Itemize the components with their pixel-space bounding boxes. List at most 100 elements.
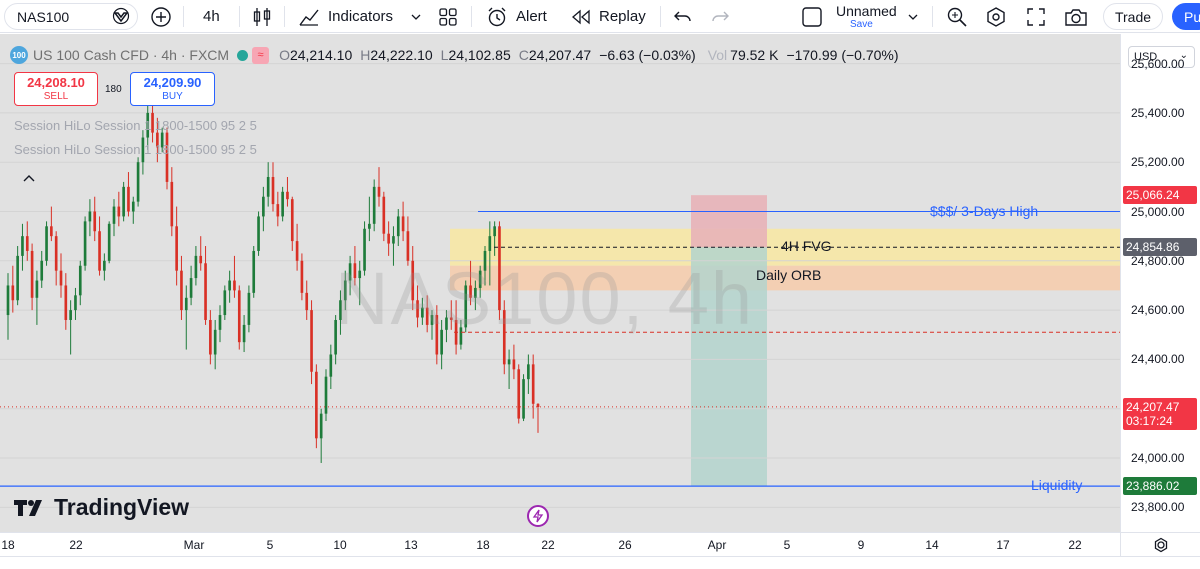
candle-body xyxy=(478,270,482,288)
candle-body xyxy=(136,162,140,202)
liquidity-label[interactable]: Liquidity xyxy=(1031,477,1083,494)
bottom-panel-edge xyxy=(0,556,1200,569)
candle xyxy=(469,260,472,306)
currency-selector[interactable]: USD ⌄ xyxy=(1128,46,1195,68)
candles-icon[interactable] xyxy=(252,0,272,33)
candle xyxy=(353,246,357,286)
candle-body xyxy=(175,226,178,271)
candle xyxy=(517,364,521,424)
legend-low: 24,102.85 xyxy=(448,47,511,63)
candle-body xyxy=(98,231,101,271)
layout-checkbox-icon[interactable] xyxy=(801,0,823,33)
chart-pane[interactable]: NAS100, 4h 100 US 100 Cash CFD · 4h · FX… xyxy=(0,34,1120,532)
candle-body xyxy=(502,310,506,365)
settings-icon[interactable] xyxy=(985,0,1007,33)
candle-body xyxy=(131,201,135,212)
indicators-icon xyxy=(298,7,320,27)
indicator-legend-1[interactable]: Session HiLo Session 1 1800-1500 95 2 5 xyxy=(14,118,257,133)
candle xyxy=(531,354,535,419)
candle-body xyxy=(507,359,511,365)
collapse-legend-icon[interactable] xyxy=(22,170,36,188)
candle xyxy=(406,216,410,266)
publish-button[interactable]: Pu xyxy=(1172,3,1200,30)
sell-button[interactable]: 24,208.10 SELL xyxy=(14,72,98,106)
indicators-dropdown-icon[interactable] xyxy=(410,0,422,33)
candle xyxy=(512,344,516,380)
candle-body xyxy=(474,287,477,298)
time-tick: 18 xyxy=(476,538,490,552)
toolbar-divider xyxy=(660,6,661,27)
symbol-logo: 100 xyxy=(10,46,28,64)
symbol-search[interactable]: NAS100 xyxy=(4,3,138,30)
candle xyxy=(98,216,101,276)
redo-icon[interactable] xyxy=(710,0,730,33)
candle-body xyxy=(281,191,284,217)
templates-icon[interactable] xyxy=(438,0,458,33)
candle-body xyxy=(493,226,496,237)
candle-body xyxy=(445,317,448,330)
candle-body xyxy=(536,403,540,408)
time-tick: 22 xyxy=(541,538,555,552)
legend-low-key: L xyxy=(440,47,449,63)
candle xyxy=(78,260,82,306)
candle xyxy=(271,162,275,212)
lightning-icon[interactable] xyxy=(527,505,549,527)
candle-body xyxy=(199,255,203,264)
undo-icon[interactable] xyxy=(673,0,693,33)
price-axis[interactable]: USD ⌄ 25,600.00 25,400.00 25,200.00 25,000.… xyxy=(1120,34,1200,532)
time-axis[interactable]: 18 22 Mar 5 10 13 18 22 26 Apr 5 9 14 17 22 xyxy=(0,532,1120,556)
alert-button[interactable]: Alert xyxy=(486,0,547,33)
legend-close-key: C xyxy=(518,47,529,63)
indicators-button[interactable]: Indicators xyxy=(298,0,393,33)
candle-body xyxy=(522,379,525,419)
buy-button[interactable]: 24,209.90 BUY xyxy=(130,72,215,106)
interval-button[interactable]: 4h xyxy=(203,0,220,33)
price-chart[interactable] xyxy=(0,34,1120,532)
candle xyxy=(218,305,222,343)
candle xyxy=(204,246,207,325)
candle xyxy=(464,280,468,333)
candle-body xyxy=(141,137,145,163)
candle-body xyxy=(252,250,256,293)
interval-label: 4h xyxy=(203,8,220,25)
candle xyxy=(396,209,400,247)
layout-name-button[interactable]: Unnamed Save xyxy=(836,2,897,31)
add-symbol-icon[interactable] xyxy=(150,0,172,33)
candle xyxy=(54,231,58,286)
time-tick: 18 xyxy=(1,538,15,552)
chart-settings-icon[interactable] xyxy=(1153,537,1169,558)
fullscreen-icon[interactable] xyxy=(1026,0,1046,33)
candle-body xyxy=(392,236,395,244)
candle-body xyxy=(103,260,106,271)
candle xyxy=(11,265,15,313)
camera-icon[interactable] xyxy=(1064,0,1088,33)
flag-icon[interactable] xyxy=(110,7,132,27)
candle-body xyxy=(430,315,434,325)
three-day-high-label[interactable]: $$$/ 3-Days High xyxy=(930,202,1039,219)
position-stop-zone xyxy=(691,195,767,248)
candle-body xyxy=(266,176,270,197)
candle xyxy=(498,221,501,320)
quick-search-icon[interactable] xyxy=(946,0,968,33)
candle xyxy=(502,300,506,375)
candle-body xyxy=(117,206,121,217)
candle-body xyxy=(16,255,19,301)
candle xyxy=(459,319,463,350)
legend-title[interactable]: US 100 Cash CFD · 4h · FXCM xyxy=(33,47,230,63)
candle xyxy=(493,221,496,256)
candle-body xyxy=(271,176,275,205)
candle xyxy=(69,300,72,355)
indicator-legend-2[interactable]: Session HiLo Session 1 1800-1500 95 2 5 xyxy=(14,142,257,157)
candle xyxy=(189,265,193,306)
trade-button[interactable]: Trade xyxy=(1103,3,1163,30)
orb-label[interactable]: Daily ORB xyxy=(756,267,822,284)
candle-body xyxy=(276,204,280,217)
candle xyxy=(358,260,362,306)
replay-button[interactable]: Replay xyxy=(571,0,646,33)
fvg-label[interactable]: 4H FVG xyxy=(781,238,832,255)
candle-body xyxy=(449,317,453,320)
candle xyxy=(209,310,212,365)
candle xyxy=(131,196,135,224)
tradingview-logo: TradingView xyxy=(14,494,189,521)
layout-dropdown-icon[interactable] xyxy=(907,0,919,33)
